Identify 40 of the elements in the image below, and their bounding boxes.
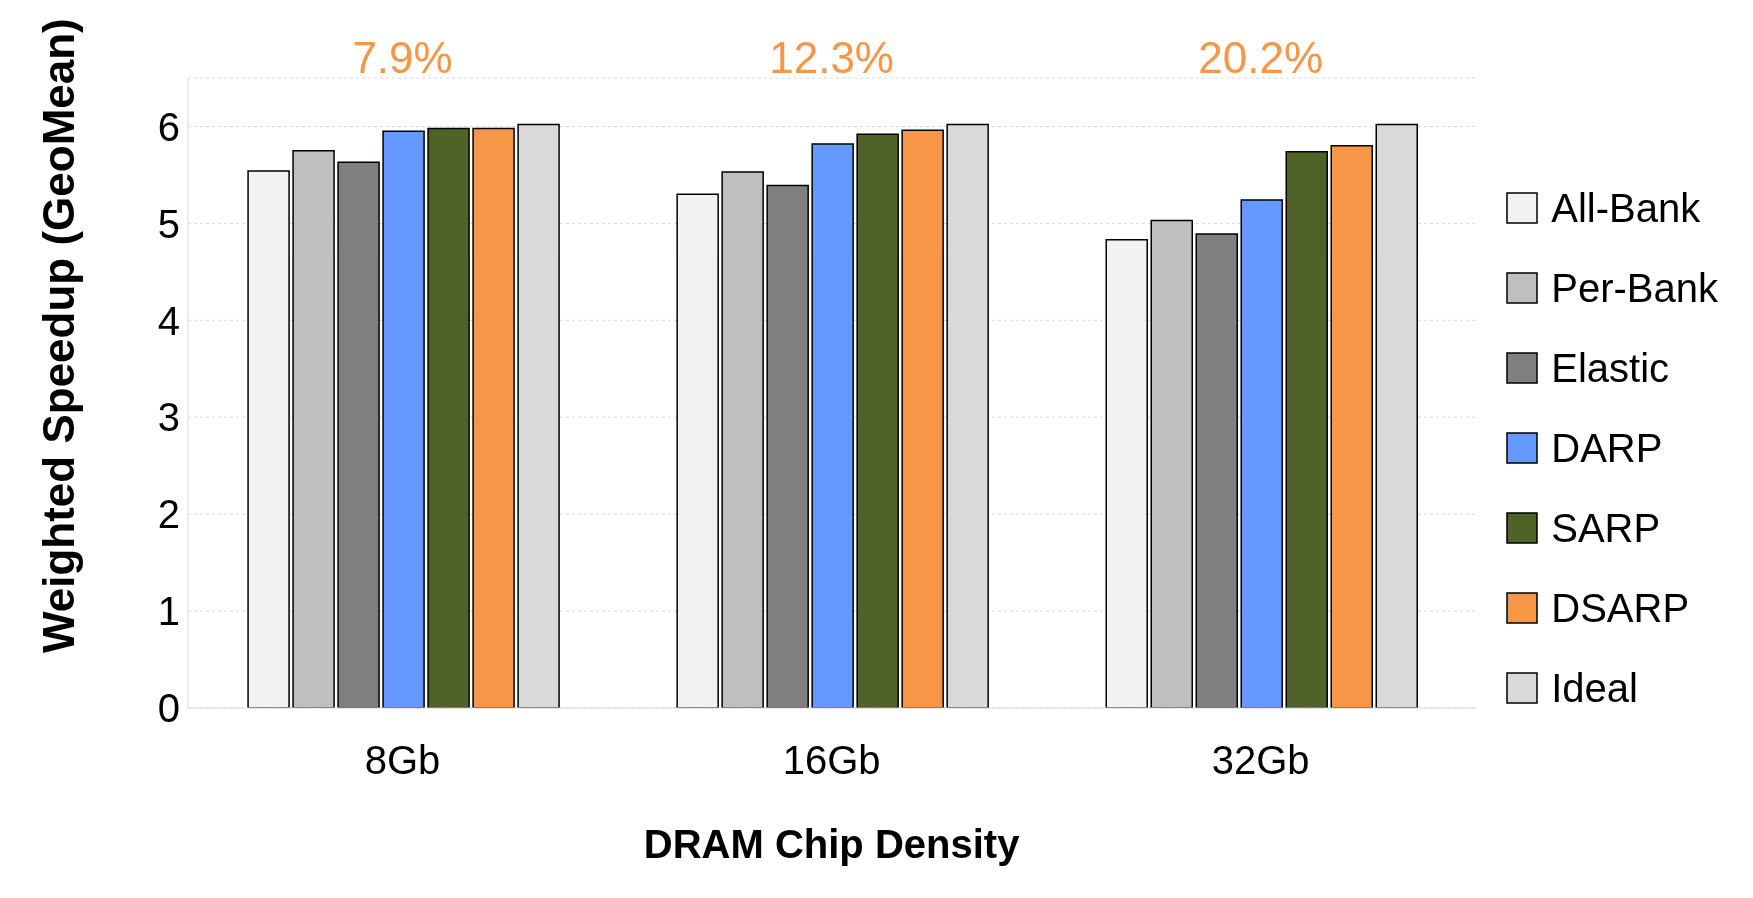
bar — [811, 143, 854, 708]
legend-label: All-Bank — [1551, 185, 1701, 231]
annotation: 12.3% — [769, 33, 895, 82]
legend-label: SARP — [1551, 505, 1661, 551]
annotation: 20.2% — [1198, 33, 1324, 82]
x-axis-title: DRAM Chip Density — [643, 822, 1021, 866]
bar — [766, 184, 809, 708]
y-tick-label: 2 — [157, 492, 180, 537]
legend-label: Ideal — [1551, 665, 1638, 711]
bar — [1195, 233, 1238, 708]
y-tick-label: 5 — [157, 201, 180, 246]
bar — [337, 161, 380, 708]
bar — [676, 193, 719, 708]
bar — [721, 171, 764, 708]
bar — [1150, 219, 1193, 708]
x-tick-label: 8Gb — [364, 738, 441, 783]
bar — [901, 129, 944, 708]
bar — [1240, 199, 1283, 708]
bar — [472, 127, 515, 708]
bar — [382, 130, 425, 708]
y-tick-label: 3 — [157, 395, 180, 440]
legend-label: Per-Bank — [1551, 265, 1718, 311]
x-tick-label: 16Gb — [782, 738, 881, 783]
legend-label: DARP — [1551, 425, 1663, 471]
bar — [427, 127, 470, 708]
bar — [1330, 145, 1373, 708]
y-tick-label: 1 — [157, 589, 180, 634]
x-tick-label: 32Gb — [1211, 738, 1310, 783]
y-tick-label: 0 — [157, 686, 180, 731]
legend-label: Elastic — [1551, 345, 1670, 391]
bar — [247, 170, 290, 708]
bar — [1285, 150, 1328, 708]
bar — [856, 133, 899, 708]
bar — [292, 149, 335, 708]
bar — [1105, 239, 1148, 708]
legend-label: DSARP — [1551, 585, 1690, 631]
y-axis-title: Weighted Speedup (GeoMean) — [33, 18, 83, 653]
annotation: 7.9% — [352, 33, 453, 82]
y-tick-label: 6 — [157, 104, 180, 149]
y-tick-label: 4 — [157, 298, 180, 343]
